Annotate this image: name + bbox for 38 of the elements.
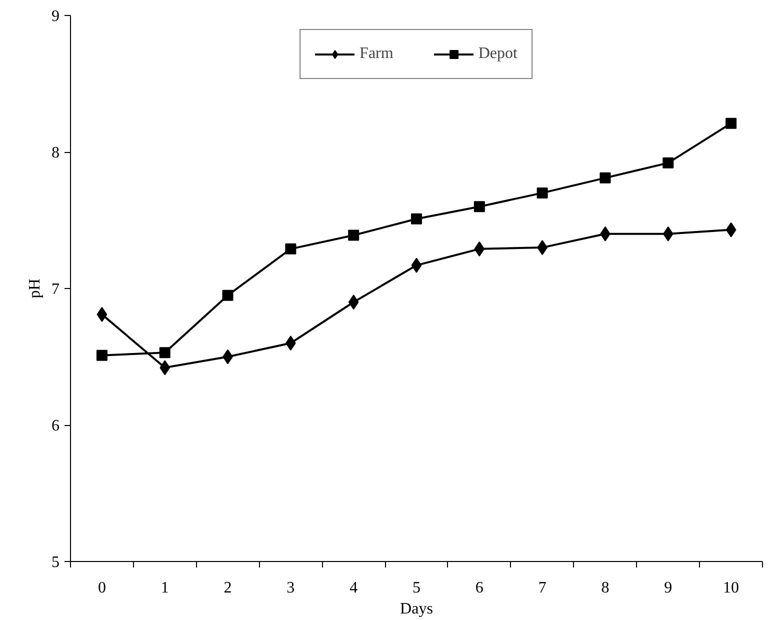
point bbox=[222, 290, 234, 301]
x-tick-label: 9 bbox=[664, 580, 672, 596]
x-tick-label: 8 bbox=[601, 580, 610, 596]
point bbox=[411, 258, 422, 273]
x-tick-label: 5 bbox=[412, 580, 420, 596]
y-tick-label: 6 bbox=[52, 418, 60, 434]
x-tick-label: 1 bbox=[160, 580, 169, 596]
y-tick-label: 5 bbox=[52, 554, 60, 571]
point bbox=[160, 360, 170, 376]
point bbox=[600, 172, 611, 184]
point bbox=[96, 350, 108, 361]
x-tick-label: 3 bbox=[286, 580, 295, 596]
point bbox=[726, 118, 737, 129]
point bbox=[96, 306, 108, 322]
point bbox=[662, 226, 674, 242]
x-tick-label: 6 bbox=[475, 580, 484, 596]
y-tick-label: 8 bbox=[52, 144, 60, 162]
point bbox=[348, 230, 360, 241]
point bbox=[348, 294, 359, 310]
point bbox=[411, 213, 422, 224]
point bbox=[474, 241, 485, 256]
point bbox=[159, 347, 170, 358]
legend-label: Farm bbox=[360, 45, 394, 63]
x-axis-title: Days bbox=[400, 600, 433, 618]
x-tick-label: 2 bbox=[224, 580, 232, 596]
y-axis-title: pH bbox=[26, 278, 44, 298]
point bbox=[474, 201, 485, 212]
x-tick-label: 4 bbox=[350, 580, 358, 596]
point bbox=[662, 157, 674, 168]
y-tick-label: 9 bbox=[52, 8, 60, 25]
y-tick-label: 7 bbox=[52, 281, 60, 298]
x-tick-label: 10 bbox=[723, 580, 740, 596]
point bbox=[726, 222, 736, 238]
point bbox=[285, 243, 296, 254]
point bbox=[536, 187, 548, 198]
x-tick-label: 7 bbox=[538, 580, 546, 596]
legend-label: Depot bbox=[478, 45, 518, 63]
x-tick-label: 0 bbox=[98, 580, 106, 596]
